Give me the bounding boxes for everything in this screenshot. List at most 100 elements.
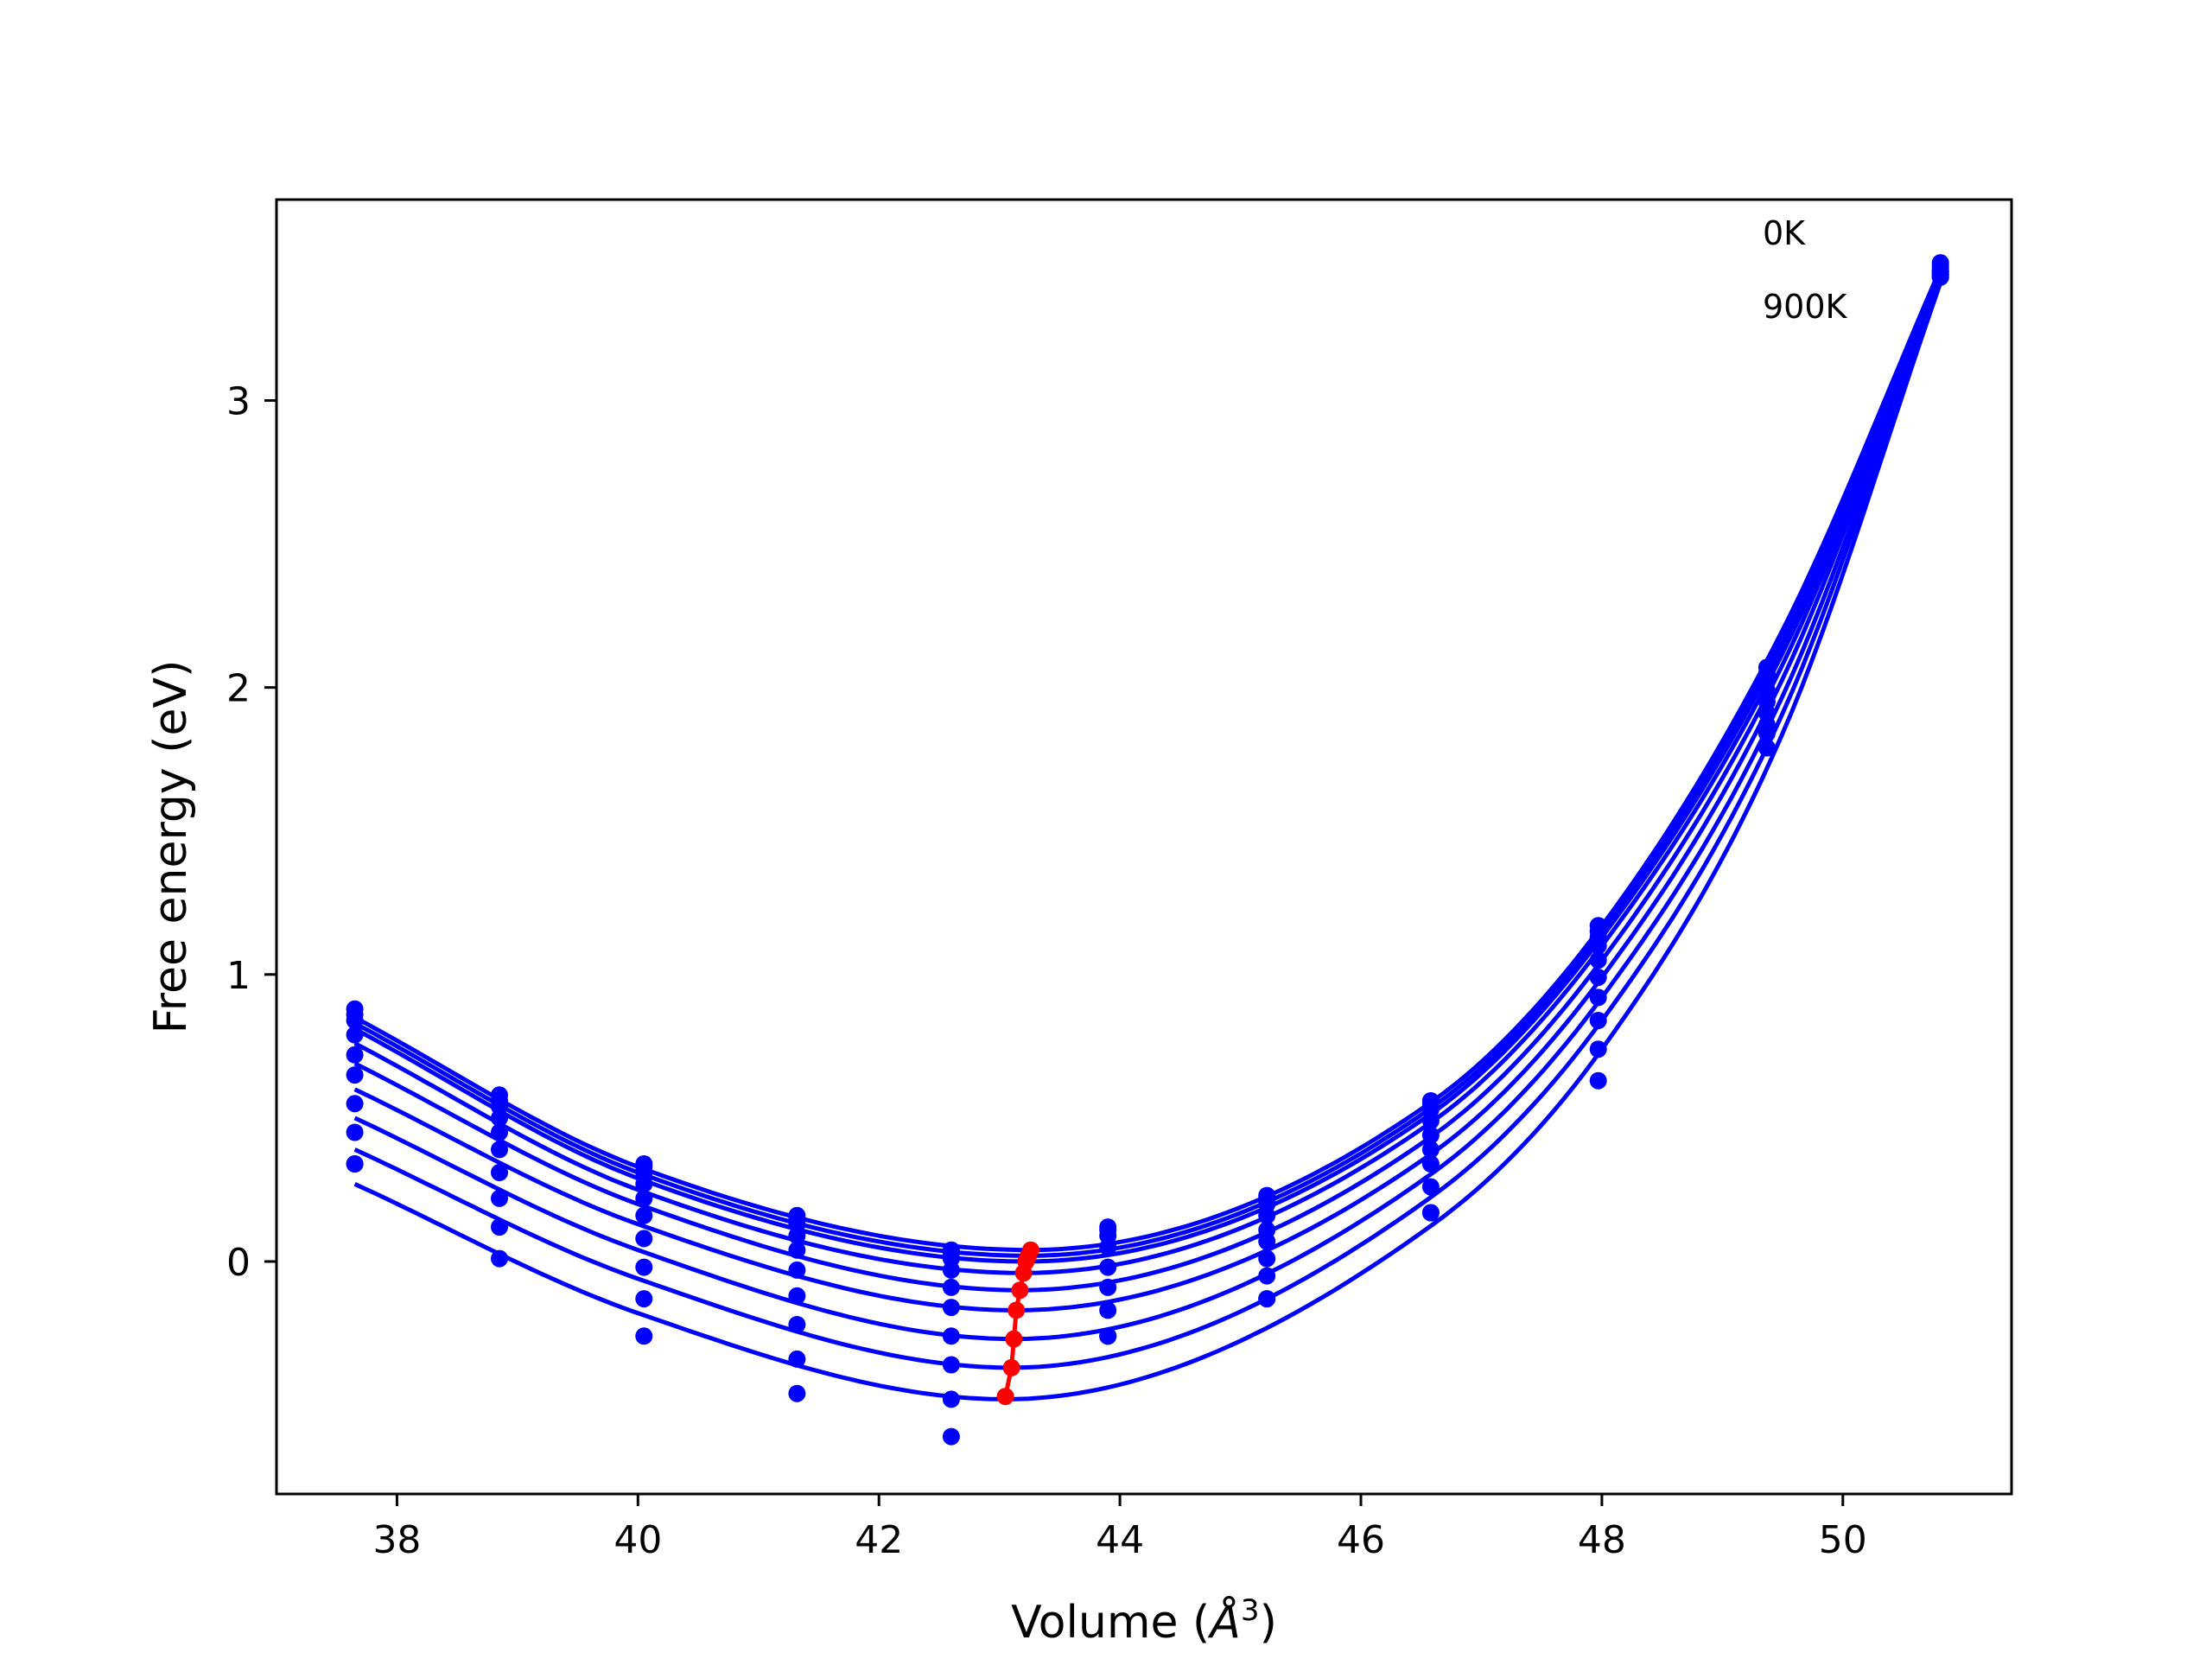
- data-point: [1421, 1204, 1440, 1222]
- data-point: [491, 1249, 508, 1268]
- fit-curve: [353, 270, 1943, 1264]
- data-point: [788, 1316, 806, 1333]
- data-point: [635, 1258, 653, 1276]
- data-point: [1589, 1040, 1607, 1058]
- minimum-point: [996, 1388, 1014, 1406]
- data-point: [491, 1218, 508, 1236]
- x-tick-label: 48: [1578, 1518, 1626, 1562]
- data-point: [788, 1350, 806, 1368]
- data-point: [1589, 1071, 1607, 1090]
- x-axis-label-close: ): [1260, 1597, 1277, 1649]
- y-axis-ticks: 0 1 2 3: [226, 380, 276, 1285]
- x-axis-label-main: Volume (: [1011, 1597, 1210, 1649]
- data-point: [635, 1175, 653, 1193]
- x-tick-label: 50: [1819, 1518, 1867, 1562]
- data-point: [1258, 1206, 1276, 1224]
- minimum-point: [1002, 1358, 1020, 1376]
- data-point: [1931, 268, 1949, 286]
- data-point: [1099, 1327, 1117, 1345]
- x-tick-label: 38: [372, 1518, 421, 1562]
- data-point: [346, 1095, 364, 1113]
- fit-curve: [353, 279, 1943, 1370]
- data-point: [1258, 1249, 1276, 1268]
- data-point: [788, 1287, 806, 1305]
- data-point: [491, 1189, 508, 1207]
- data-point: [491, 1164, 508, 1181]
- data-point: [491, 1141, 508, 1159]
- y-tick-label: 2: [226, 667, 251, 711]
- data-point: [346, 1026, 364, 1044]
- y-tick-label: 0: [226, 1241, 251, 1285]
- data-point: [1258, 1232, 1276, 1250]
- data-point: [1099, 1278, 1117, 1296]
- data-point: [1421, 1155, 1440, 1173]
- data-point: [635, 1290, 653, 1308]
- x-axis-label-unit: Å: [1207, 1595, 1241, 1649]
- x-tick-label: 46: [1337, 1518, 1385, 1562]
- data-point: [1099, 1238, 1117, 1256]
- data-point: [942, 1278, 960, 1296]
- x-axis-label-exponent: 3: [1241, 1593, 1260, 1628]
- data-point: [942, 1261, 960, 1279]
- minimum-points: [996, 1241, 1039, 1406]
- x-axis-ticks: 38 40 42 44 46 48 50: [372, 1494, 1867, 1562]
- x-tick-label: 42: [855, 1518, 903, 1562]
- minimum-point: [1014, 1264, 1033, 1282]
- fit-curve: [353, 273, 1943, 1293]
- fit-curve: [353, 276, 1943, 1342]
- data-point: [788, 1384, 806, 1402]
- fit-curve: [353, 273, 1943, 1313]
- data-point: [788, 1241, 806, 1259]
- data-point: [1589, 988, 1607, 1007]
- y-tick-label: 3: [226, 380, 251, 424]
- minimum-point: [1007, 1301, 1026, 1319]
- annotation-900k: 900K: [1763, 288, 1848, 326]
- data-point: [491, 1109, 508, 1127]
- data-point: [346, 1155, 364, 1173]
- data-point: [346, 1046, 364, 1064]
- y-axis-label: Free energy (eV): [145, 660, 197, 1034]
- data-point: [942, 1427, 960, 1446]
- data-point: [1099, 1301, 1117, 1319]
- data-point: [635, 1230, 653, 1248]
- data-point: [942, 1390, 960, 1408]
- data-point: [1589, 951, 1607, 969]
- x-axis-label: Volume (Å3): [1011, 1593, 1277, 1649]
- fit-curve: [353, 267, 1942, 1253]
- fit-curve: [353, 270, 1943, 1275]
- data-point: [1099, 1258, 1117, 1276]
- minimum-point: [1011, 1281, 1029, 1300]
- fit-curve: [353, 282, 1943, 1402]
- fit-curves: [353, 267, 1943, 1402]
- data-point: [1589, 1012, 1607, 1029]
- x-tick-label: 44: [1096, 1518, 1144, 1562]
- data-point: [942, 1356, 960, 1374]
- data-points: [346, 254, 1949, 1446]
- data-point: [635, 1327, 653, 1345]
- data-point: [1758, 724, 1776, 742]
- data-point: [1258, 1267, 1276, 1285]
- y-tick-label: 1: [226, 954, 251, 998]
- data-point: [788, 1227, 806, 1245]
- data-point: [346, 1123, 364, 1141]
- data-point: [1589, 937, 1607, 955]
- data-point: [1421, 1178, 1440, 1196]
- data-point: [635, 1189, 653, 1207]
- data-point: [1589, 969, 1607, 987]
- data-point: [1758, 739, 1776, 757]
- x-tick-label: 40: [613, 1518, 662, 1562]
- data-point: [346, 1012, 364, 1029]
- data-point: [491, 1123, 508, 1141]
- plot-area-frame: [275, 198, 2013, 1496]
- data-point: [346, 1066, 364, 1084]
- minimum-point: [1005, 1330, 1023, 1348]
- data-point: [1421, 1112, 1440, 1130]
- data-point: [942, 1327, 960, 1345]
- annotation-0k: 0K: [1763, 214, 1806, 252]
- data-point: [635, 1206, 653, 1224]
- data-point: [942, 1299, 960, 1317]
- data-point: [1258, 1290, 1276, 1308]
- data-point: [788, 1261, 806, 1279]
